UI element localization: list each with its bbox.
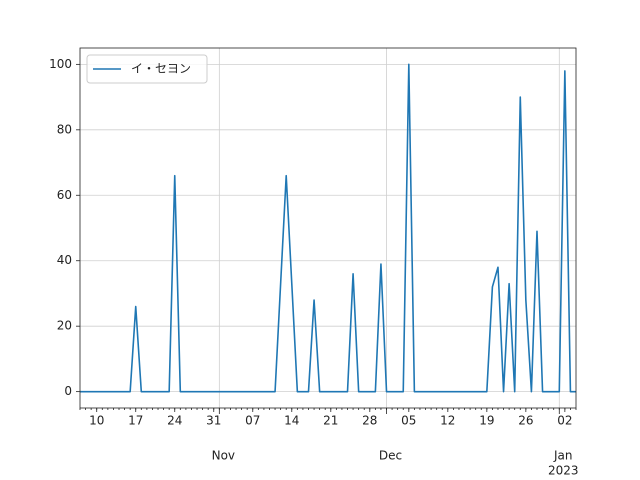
x-tick-label: 10: [89, 414, 104, 428]
x-tick-label: 19: [479, 414, 494, 428]
x-tick-label: 12: [440, 414, 455, 428]
x-tick-label: 05: [401, 414, 416, 428]
x-tick-label: 17: [128, 414, 143, 428]
x-tick-label: 28: [362, 414, 377, 428]
x-tick-label: 26: [518, 414, 533, 428]
x-tick-label: 07: [245, 414, 260, 428]
y-tick-label: 40: [57, 253, 72, 267]
plot: [80, 63, 576, 393]
x-tick-label: 14: [284, 414, 299, 428]
legend-label: イ・セヨン: [131, 62, 191, 76]
data-line: [80, 63, 576, 393]
y-tick-label: 0: [64, 384, 72, 398]
y-tick-label: 20: [57, 319, 72, 333]
x-year-label: 2023: [548, 464, 579, 478]
x-month-label: Jan: [553, 449, 573, 463]
y-tick-label: 60: [57, 188, 72, 202]
x-tick-label: 02: [557, 414, 572, 428]
legend: イ・セヨン: [86, 54, 208, 84]
x-month-label: Dec: [379, 449, 402, 463]
x-tick-label: 24: [167, 414, 182, 428]
x-month-label: Nov: [212, 449, 235, 463]
y-tick-label: 80: [57, 122, 72, 136]
axes: 0 20 40 60 80 100 10 17 24 31 07 14 21 28 05 12 19 26 02 No…: [49, 54, 579, 478]
x-tick-label: 31: [206, 414, 221, 428]
legend-frame: [86, 54, 208, 84]
axes-frame: [79, 47, 577, 409]
y-tick-label: 100: [49, 57, 72, 71]
x-tick-label: 21: [323, 414, 338, 428]
